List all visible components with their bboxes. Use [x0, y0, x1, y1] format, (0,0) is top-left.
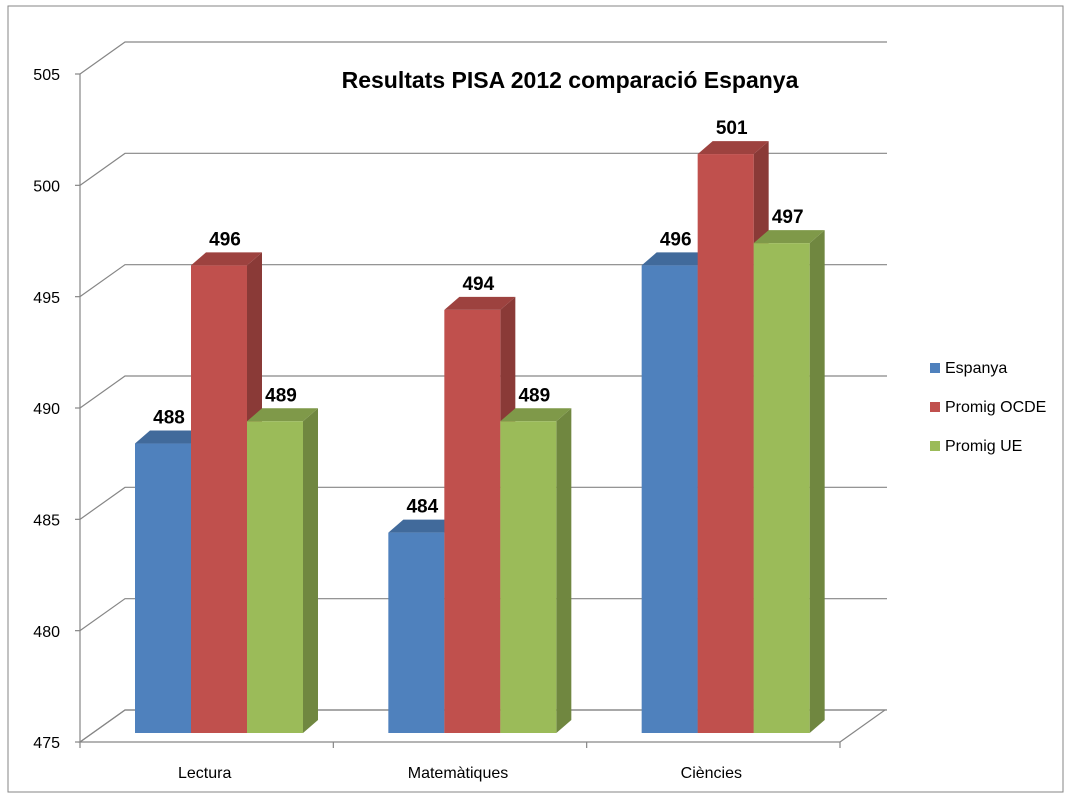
x-tick-label: Lectura — [178, 765, 231, 782]
bar-top — [500, 408, 572, 422]
bar — [191, 265, 247, 733]
x-tick-label: Ciències — [681, 765, 742, 782]
grid-line — [79, 598, 887, 632]
data-label: 489 — [518, 385, 550, 406]
bar — [135, 443, 191, 733]
chart-title: Resultats PISA 2012 comparació Espanya — [342, 67, 799, 93]
legend-swatch — [930, 402, 940, 412]
y-tick-label: 495 — [33, 290, 60, 307]
bar-top — [753, 230, 825, 244]
bar-top — [697, 141, 769, 155]
bar — [641, 265, 698, 733]
grid-line — [79, 486, 887, 520]
data-label: 497 — [772, 207, 804, 228]
bar-side — [809, 230, 825, 733]
bar — [388, 532, 445, 733]
bar-top — [247, 408, 318, 422]
data-label: 494 — [462, 274, 494, 295]
data-label: 501 — [716, 118, 748, 139]
y-tick-label: 505 — [33, 67, 60, 84]
x-tick-label: Matemàtiques — [408, 765, 509, 782]
grid-line — [79, 41, 887, 75]
grid-line — [79, 264, 887, 298]
legend-swatch — [930, 363, 940, 373]
y-tick-label: 475 — [33, 735, 60, 752]
data-label: 484 — [406, 497, 438, 518]
bar-top — [444, 296, 516, 310]
bar — [753, 243, 810, 733]
legend-label: Espanya — [945, 360, 1007, 377]
grid-line — [79, 709, 887, 743]
bar-side — [303, 408, 318, 733]
y-tick-label: 490 — [33, 401, 60, 418]
bar — [500, 421, 557, 733]
bar — [444, 309, 501, 733]
bar-top — [135, 430, 206, 444]
bar-side — [556, 408, 572, 733]
y-tick-label: 480 — [33, 624, 60, 641]
bar-top — [641, 252, 713, 266]
grid-line — [79, 152, 887, 186]
legend-label: Promig OCDE — [945, 399, 1046, 416]
legend-swatch — [930, 441, 940, 451]
grid-line — [79, 375, 887, 409]
y-tick-label: 485 — [33, 513, 60, 530]
data-label: 488 — [153, 408, 185, 429]
data-label: 496 — [660, 229, 692, 250]
data-label: 496 — [209, 229, 241, 250]
bar — [697, 154, 754, 734]
y-tick-label: 500 — [33, 179, 60, 196]
data-label: 489 — [265, 385, 297, 406]
bar-top — [388, 519, 460, 533]
bar — [247, 421, 303, 733]
bar-top — [191, 252, 262, 266]
legend-label: Promig UE — [945, 438, 1022, 455]
